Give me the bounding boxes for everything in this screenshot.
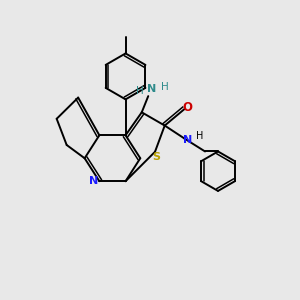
Text: H: H [196,130,203,141]
Text: H: H [160,82,168,92]
Text: N: N [89,176,98,186]
Text: O: O [182,101,192,114]
Text: S: S [152,152,160,162]
Text: N: N [183,135,193,145]
Text: H: H [136,86,143,96]
Text: N: N [147,84,156,94]
